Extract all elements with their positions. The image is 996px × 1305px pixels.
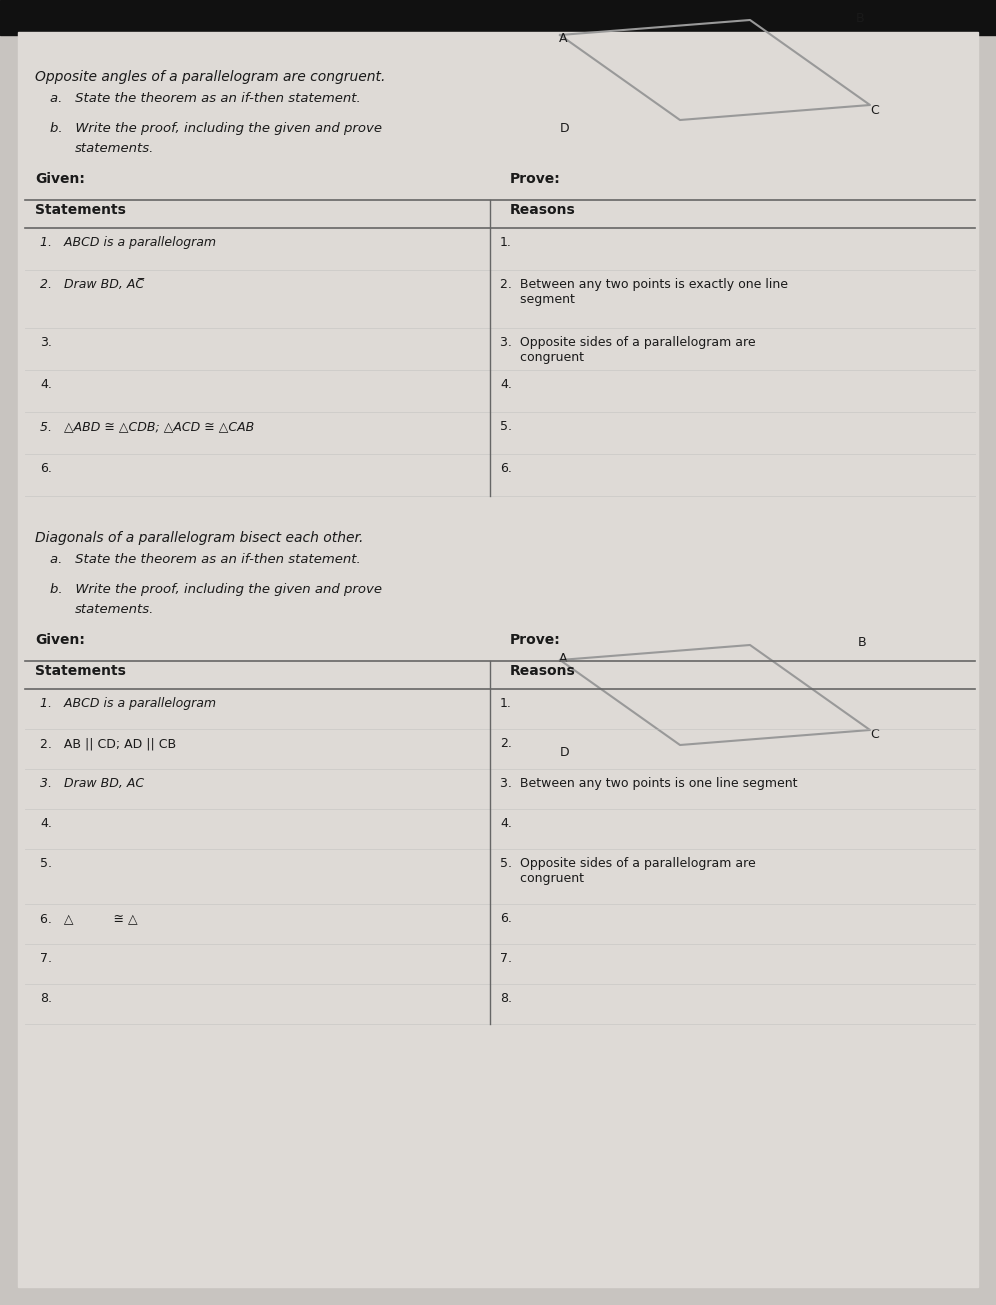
Text: Given:: Given: <box>35 633 85 647</box>
Text: Opposite angles of a parallelogram are congruent.: Opposite angles of a parallelogram are c… <box>35 70 385 84</box>
Text: A: A <box>559 31 568 44</box>
Text: 1.   ABCD is a parallelogram: 1. ABCD is a parallelogram <box>40 236 216 249</box>
Text: 2.: 2. <box>500 737 512 750</box>
Text: 6.: 6. <box>500 912 512 925</box>
Text: 3.  Between any two points is one line segment: 3. Between any two points is one line se… <box>500 776 798 790</box>
Text: 4.: 4. <box>500 378 512 392</box>
Text: Diagonals of a parallelogram bisect each other.: Diagonals of a parallelogram bisect each… <box>35 531 364 545</box>
Text: b.   Write the proof, including the given and prove: b. Write the proof, including the given … <box>50 121 382 134</box>
Text: a.   State the theorem as an if-then statement.: a. State the theorem as an if-then state… <box>50 91 361 104</box>
Text: 8.: 8. <box>500 992 512 1005</box>
Text: 4.: 4. <box>500 817 512 830</box>
Text: C: C <box>871 728 879 741</box>
Text: 6.   △          ≅ △: 6. △ ≅ △ <box>40 912 137 925</box>
Text: Prove:: Prove: <box>510 172 561 187</box>
Bar <box>0 0 996 35</box>
Text: 4.: 4. <box>40 817 52 830</box>
Text: B: B <box>858 637 867 650</box>
Text: 1.: 1. <box>500 697 512 710</box>
Text: Given:: Given: <box>35 172 85 187</box>
Text: 4.: 4. <box>40 378 52 392</box>
Text: 3.   Draw BD, AC: 3. Draw BD, AC <box>40 776 144 790</box>
Text: 3.  Opposite sides of a parallelogram are
     congruent: 3. Opposite sides of a parallelogram are… <box>500 335 756 364</box>
Text: D: D <box>560 121 570 134</box>
Text: 7.: 7. <box>500 953 512 964</box>
Text: 1.: 1. <box>500 236 512 249</box>
Text: B: B <box>856 12 865 25</box>
Text: 5.: 5. <box>40 857 52 870</box>
Text: 8.: 8. <box>40 992 52 1005</box>
Text: 7.: 7. <box>40 953 52 964</box>
Text: b.   Write the proof, including the given and prove: b. Write the proof, including the given … <box>50 583 382 596</box>
Text: a.   State the theorem as an if-then statement.: a. State the theorem as an if-then state… <box>50 553 361 566</box>
Text: Reasons: Reasons <box>510 204 576 217</box>
Text: A: A <box>559 651 568 664</box>
Text: 2.   AB || CD; AD || CB: 2. AB || CD; AD || CB <box>40 737 176 750</box>
Text: Prove:: Prove: <box>510 633 561 647</box>
Text: D: D <box>560 745 570 758</box>
Text: 5.   △ABD ≅ △CDB; △ACD ≅ △CAB: 5. △ABD ≅ △CDB; △ACD ≅ △CAB <box>40 420 254 433</box>
Text: 3.: 3. <box>40 335 52 348</box>
Text: Statements: Statements <box>35 204 125 217</box>
Text: statements.: statements. <box>75 603 154 616</box>
Text: 6.: 6. <box>500 462 512 475</box>
Text: 5.  Opposite sides of a parallelogram are
     congruent: 5. Opposite sides of a parallelogram are… <box>500 857 756 885</box>
Text: Reasons: Reasons <box>510 664 576 679</box>
Text: C: C <box>871 103 879 116</box>
Text: 2.  Between any two points is exactly one line
     segment: 2. Between any two points is exactly one… <box>500 278 788 305</box>
Text: statements.: statements. <box>75 142 154 155</box>
Text: 5.: 5. <box>500 420 512 433</box>
Text: 1.   ABCD is a parallelogram: 1. ABCD is a parallelogram <box>40 697 216 710</box>
Text: 2.   Draw BD, AC̅̅: 2. Draw BD, AC̅̅ <box>40 278 144 291</box>
Text: 6.: 6. <box>40 462 52 475</box>
Text: Statements: Statements <box>35 664 125 679</box>
